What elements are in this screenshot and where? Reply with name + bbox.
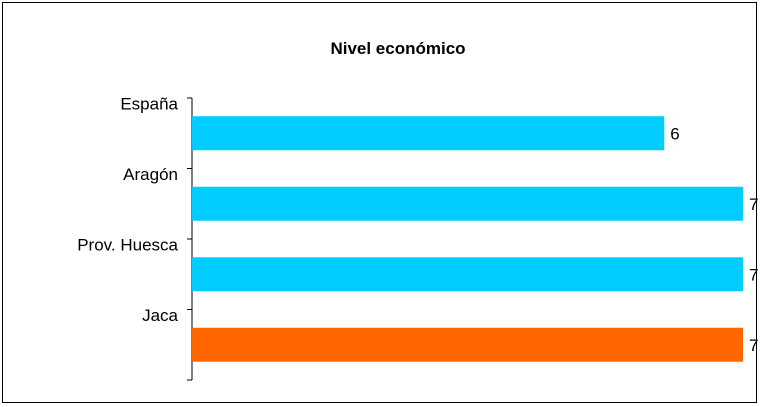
chart-title: Nivel económico: [330, 39, 465, 58]
data-label: 7: [749, 265, 758, 284]
category-label: Prov. Huesca: [77, 235, 178, 254]
category-label: Aragón: [123, 165, 178, 184]
category-label: España: [120, 94, 178, 113]
chart-frame: [2, 2, 757, 403]
bar-2: [192, 186, 743, 221]
plot-area: España 6 Aragón 7 Prov. Huesca 7 Jaca 7: [77, 94, 758, 381]
data-label: 7: [749, 336, 758, 355]
data-label: 6: [670, 124, 679, 143]
category-label: Jaca: [142, 306, 178, 325]
bar-3: [192, 257, 743, 292]
data-label: 7: [749, 195, 758, 214]
bar-4: [192, 327, 743, 362]
bar-1: [192, 116, 665, 151]
